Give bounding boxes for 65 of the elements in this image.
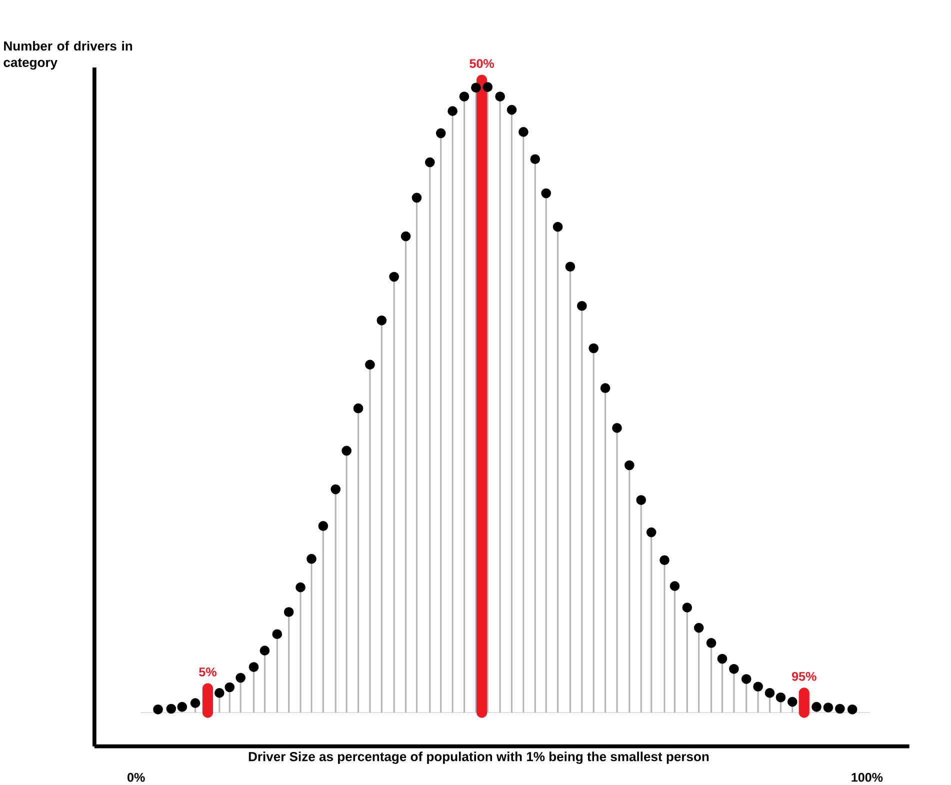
point: [284, 607, 294, 617]
point: [834, 704, 845, 714]
point: [177, 702, 188, 712]
point: [436, 128, 446, 138]
point: [764, 688, 775, 698]
point: [624, 460, 634, 470]
point: [272, 629, 282, 640]
point: [776, 692, 786, 702]
x-axis-title: Driver Size as percentage of population with 1% being the smallest person: [248, 752, 709, 764]
point: [330, 484, 341, 494]
point: [236, 672, 246, 683]
point: [400, 231, 411, 242]
point: [787, 696, 798, 707]
point: [365, 360, 375, 370]
point: [224, 682, 235, 692]
annotation: 5%: [199, 668, 216, 676]
annotation: 95%: [792, 672, 816, 681]
point: [153, 704, 163, 714]
x-tick-label: 100%: [852, 772, 883, 782]
point: [248, 662, 259, 672]
point: [424, 157, 435, 168]
y-axis-title: Number of drivers in category: [4, 41, 132, 70]
point: [459, 92, 470, 102]
point: [318, 521, 328, 531]
point: [636, 495, 646, 505]
point: [600, 383, 610, 394]
point: [717, 654, 728, 664]
point: [706, 638, 716, 648]
point: [482, 82, 493, 92]
point: [729, 664, 739, 674]
point: [448, 106, 458, 116]
point: [576, 300, 587, 311]
point: [190, 698, 200, 708]
annotation: 50%: [470, 59, 494, 68]
point: [296, 582, 306, 592]
point: [260, 646, 270, 656]
point: [412, 192, 422, 203]
point: [612, 423, 622, 433]
point: [306, 554, 316, 564]
point: [166, 704, 176, 714]
point: [376, 315, 387, 326]
point: [812, 702, 822, 712]
point: [646, 527, 656, 538]
point: [518, 127, 528, 137]
point: [353, 403, 364, 414]
point: [588, 343, 599, 354]
point: [741, 674, 752, 684]
point: [342, 446, 352, 456]
point: [552, 222, 563, 232]
point: [847, 704, 858, 714]
point: [471, 82, 481, 93]
point: [660, 555, 670, 566]
x-tick-label: 0%: [128, 772, 145, 782]
point: [541, 188, 552, 198]
point: [565, 262, 576, 272]
point: [530, 154, 540, 164]
point: [823, 702, 834, 712]
point: [753, 682, 763, 692]
point: [694, 622, 704, 633]
point: [214, 688, 224, 698]
point: [389, 272, 400, 282]
point: [682, 602, 692, 612]
point: [670, 581, 680, 591]
point: [495, 92, 505, 102]
point: [506, 104, 517, 115]
